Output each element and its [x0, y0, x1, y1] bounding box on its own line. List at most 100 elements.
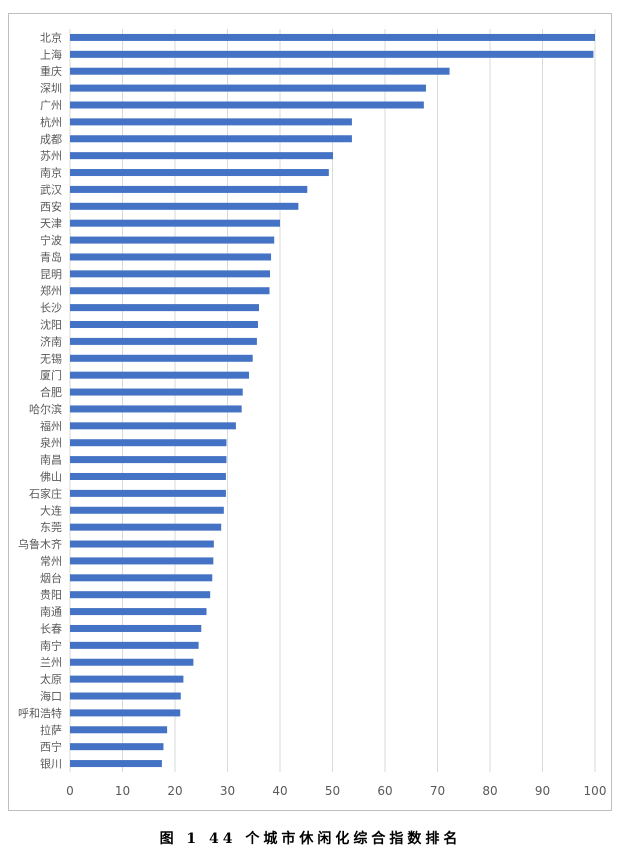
x-tick-label: 20 [167, 784, 182, 798]
x-tick-label: 70 [430, 784, 445, 798]
category-label: 天津 [40, 217, 62, 230]
x-tick-label: 90 [535, 784, 550, 798]
category-label: 沈阳 [40, 318, 62, 332]
bar [70, 371, 250, 379]
category-label: 常州 [40, 555, 62, 568]
bar [70, 337, 257, 345]
category-label: 南宁 [40, 638, 62, 652]
bar [70, 321, 258, 329]
bar [70, 506, 224, 514]
x-tick-label: 60 [377, 784, 392, 798]
category-label: 呼和浩特 [18, 706, 62, 720]
bar [70, 439, 227, 447]
bar [70, 692, 181, 700]
category-label: 杭州 [40, 115, 62, 129]
bar [70, 709, 181, 717]
bar [70, 236, 275, 244]
bar [70, 489, 226, 497]
bar [70, 287, 270, 295]
bar [70, 354, 253, 362]
category-label: 合肥 [40, 385, 62, 399]
category-label: 苏州 [40, 150, 62, 163]
category-label: 深圳 [40, 82, 62, 95]
bar [70, 591, 211, 599]
bar [70, 118, 352, 126]
x-tick-label: 100 [584, 784, 607, 798]
category-label: 佛山 [40, 470, 62, 483]
category-label: 长春 [40, 622, 62, 635]
x-tick-label: 80 [482, 784, 497, 798]
category-label: 哈尔滨 [29, 402, 62, 416]
category-label: 大连 [40, 503, 62, 517]
bar [70, 169, 329, 177]
category-label: 海口 [40, 689, 62, 703]
x-tick-labels: 0 10 20 30 40 50 60 70 80 90 100 [66, 784, 606, 798]
category-label: 太原 [40, 673, 62, 686]
x-tick-label: 40 [272, 784, 287, 798]
bar [70, 456, 227, 464]
bar [70, 185, 308, 193]
bar [70, 557, 214, 565]
category-label: 烟台 [40, 571, 62, 585]
category-label: 北京 [40, 30, 62, 44]
category-label: 南通 [40, 606, 62, 619]
bar [70, 405, 242, 413]
category-label: 银川 [40, 757, 62, 771]
bar [70, 33, 595, 41]
category-label: 东莞 [40, 521, 62, 534]
bar [70, 202, 299, 210]
bar [70, 726, 168, 734]
bar [70, 67, 450, 75]
bar [70, 760, 162, 768]
category-label: 昆明 [40, 268, 62, 281]
category-label: 青岛 [40, 250, 62, 264]
figure-caption: 图 1 44 个城市休闲化综合指数排名 [159, 831, 462, 847]
category-label: 石家庄 [29, 486, 62, 500]
bars [70, 33, 595, 768]
bar [70, 675, 184, 683]
bar-chart: 北京上海重庆深圳广州杭州成都苏州南京武汉西安天津宁波青岛昆明郑州长沙沈阳济南无锡… [18, 29, 606, 798]
bar [70, 658, 194, 666]
category-label: 西安 [40, 199, 62, 213]
category-label: 无锡 [40, 351, 62, 365]
category-label: 西宁 [40, 740, 62, 754]
category-label: 南昌 [40, 454, 62, 467]
x-tick-label: 10 [115, 784, 130, 798]
bar [70, 152, 334, 160]
category-label: 泉州 [40, 436, 62, 450]
bar [70, 574, 213, 582]
bar [70, 472, 226, 480]
bar [70, 743, 164, 751]
category-labels: 北京上海重庆深圳广州杭州成都苏州南京武汉西安天津宁波青岛昆明郑州长沙沈阳济南无锡… [18, 30, 62, 770]
bar [70, 135, 352, 143]
category-label: 广州 [40, 99, 62, 112]
category-label: 贵阳 [40, 589, 62, 602]
bar [70, 304, 259, 312]
bar [70, 624, 202, 632]
category-label: 宁波 [40, 233, 62, 247]
category-label: 拉萨 [40, 723, 62, 737]
category-label: 乌鲁木齐 [18, 537, 62, 551]
bar [70, 270, 271, 278]
category-label: 上海 [40, 47, 62, 61]
category-label: 成都 [40, 133, 62, 146]
bar [70, 422, 236, 430]
bar [70, 219, 280, 227]
bar [70, 253, 272, 261]
category-label: 南京 [40, 166, 62, 180]
x-tick-label: 30 [220, 784, 235, 798]
bar [70, 101, 424, 109]
bar [70, 523, 222, 531]
category-label: 厦门 [40, 368, 62, 382]
category-label: 济南 [40, 334, 62, 348]
bar [70, 388, 243, 396]
x-tick-label: 50 [325, 784, 340, 798]
bar [70, 641, 199, 649]
bar [70, 608, 207, 616]
category-label: 兰州 [40, 656, 62, 669]
bar [70, 540, 214, 548]
bar [70, 50, 594, 58]
category-label: 郑州 [40, 284, 62, 298]
category-label: 福州 [40, 419, 62, 433]
category-label: 长沙 [40, 302, 62, 315]
